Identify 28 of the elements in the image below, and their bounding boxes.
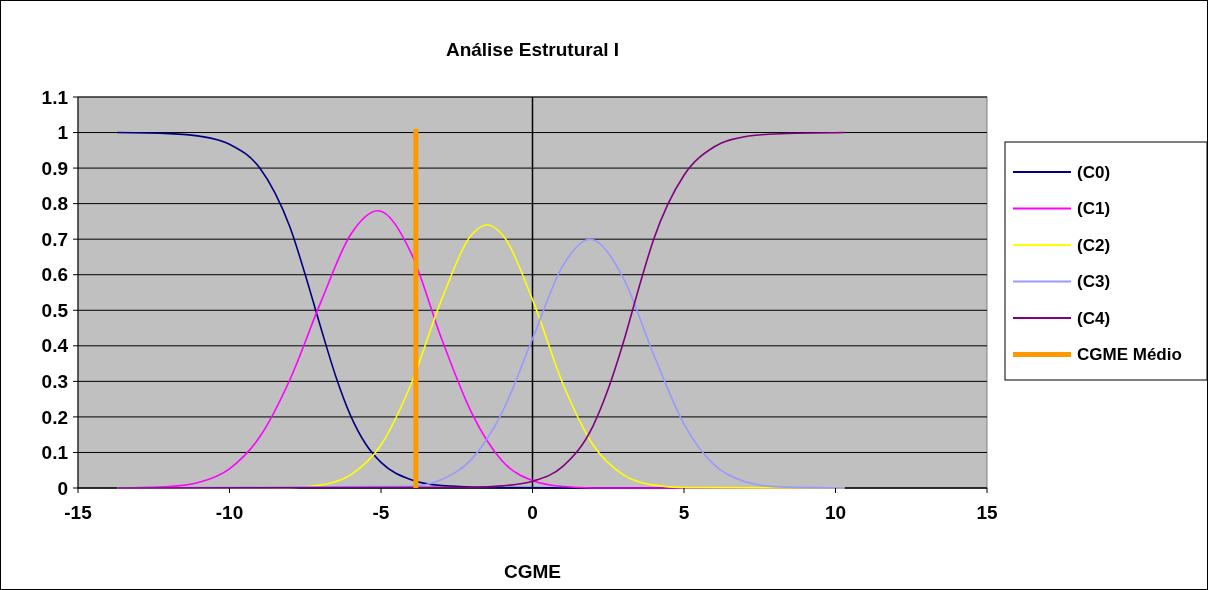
chart-title: Análise Estrutural I [445,39,620,60]
y-tick-label: 1.1 [41,86,69,108]
y-tick-label: 1 [57,122,69,144]
x-tick-label: -10 [215,502,244,523]
line-series [116,131,846,489]
y-tick-label: 0.6 [41,264,68,286]
y-tick-label: 0 [57,477,68,499]
x-tick-label: -15 [64,502,93,523]
x-tick-label: -5 [372,502,390,523]
legend-label: (C0) [1077,162,1111,182]
y-tick-label: 0.2 [41,406,68,428]
x-axis-title: CGME [504,561,561,582]
y-tick-label: 0.8 [41,193,68,215]
y-tick-label: 0.9 [41,157,68,179]
y-tick-label: 0.3 [41,371,68,393]
y-tick-label: 0.7 [41,228,68,250]
y-tick-label: 0.1 [41,442,69,464]
x-tick-label: 5 [678,502,690,523]
legend-label: (C2) [1077,235,1111,255]
legend-label: (C4) [1077,308,1111,328]
x-tick-label: 0 [527,502,538,523]
legend-label: (C3) [1077,272,1111,292]
x-tick-label: 15 [976,502,998,523]
legend-label: (C1) [1077,199,1111,219]
y-tick-label: 0.5 [41,299,69,321]
y-tick-label: 0.4 [41,335,69,357]
legend-label: CGME Médio [1077,345,1182,365]
x-tick-label: 10 [824,502,847,523]
